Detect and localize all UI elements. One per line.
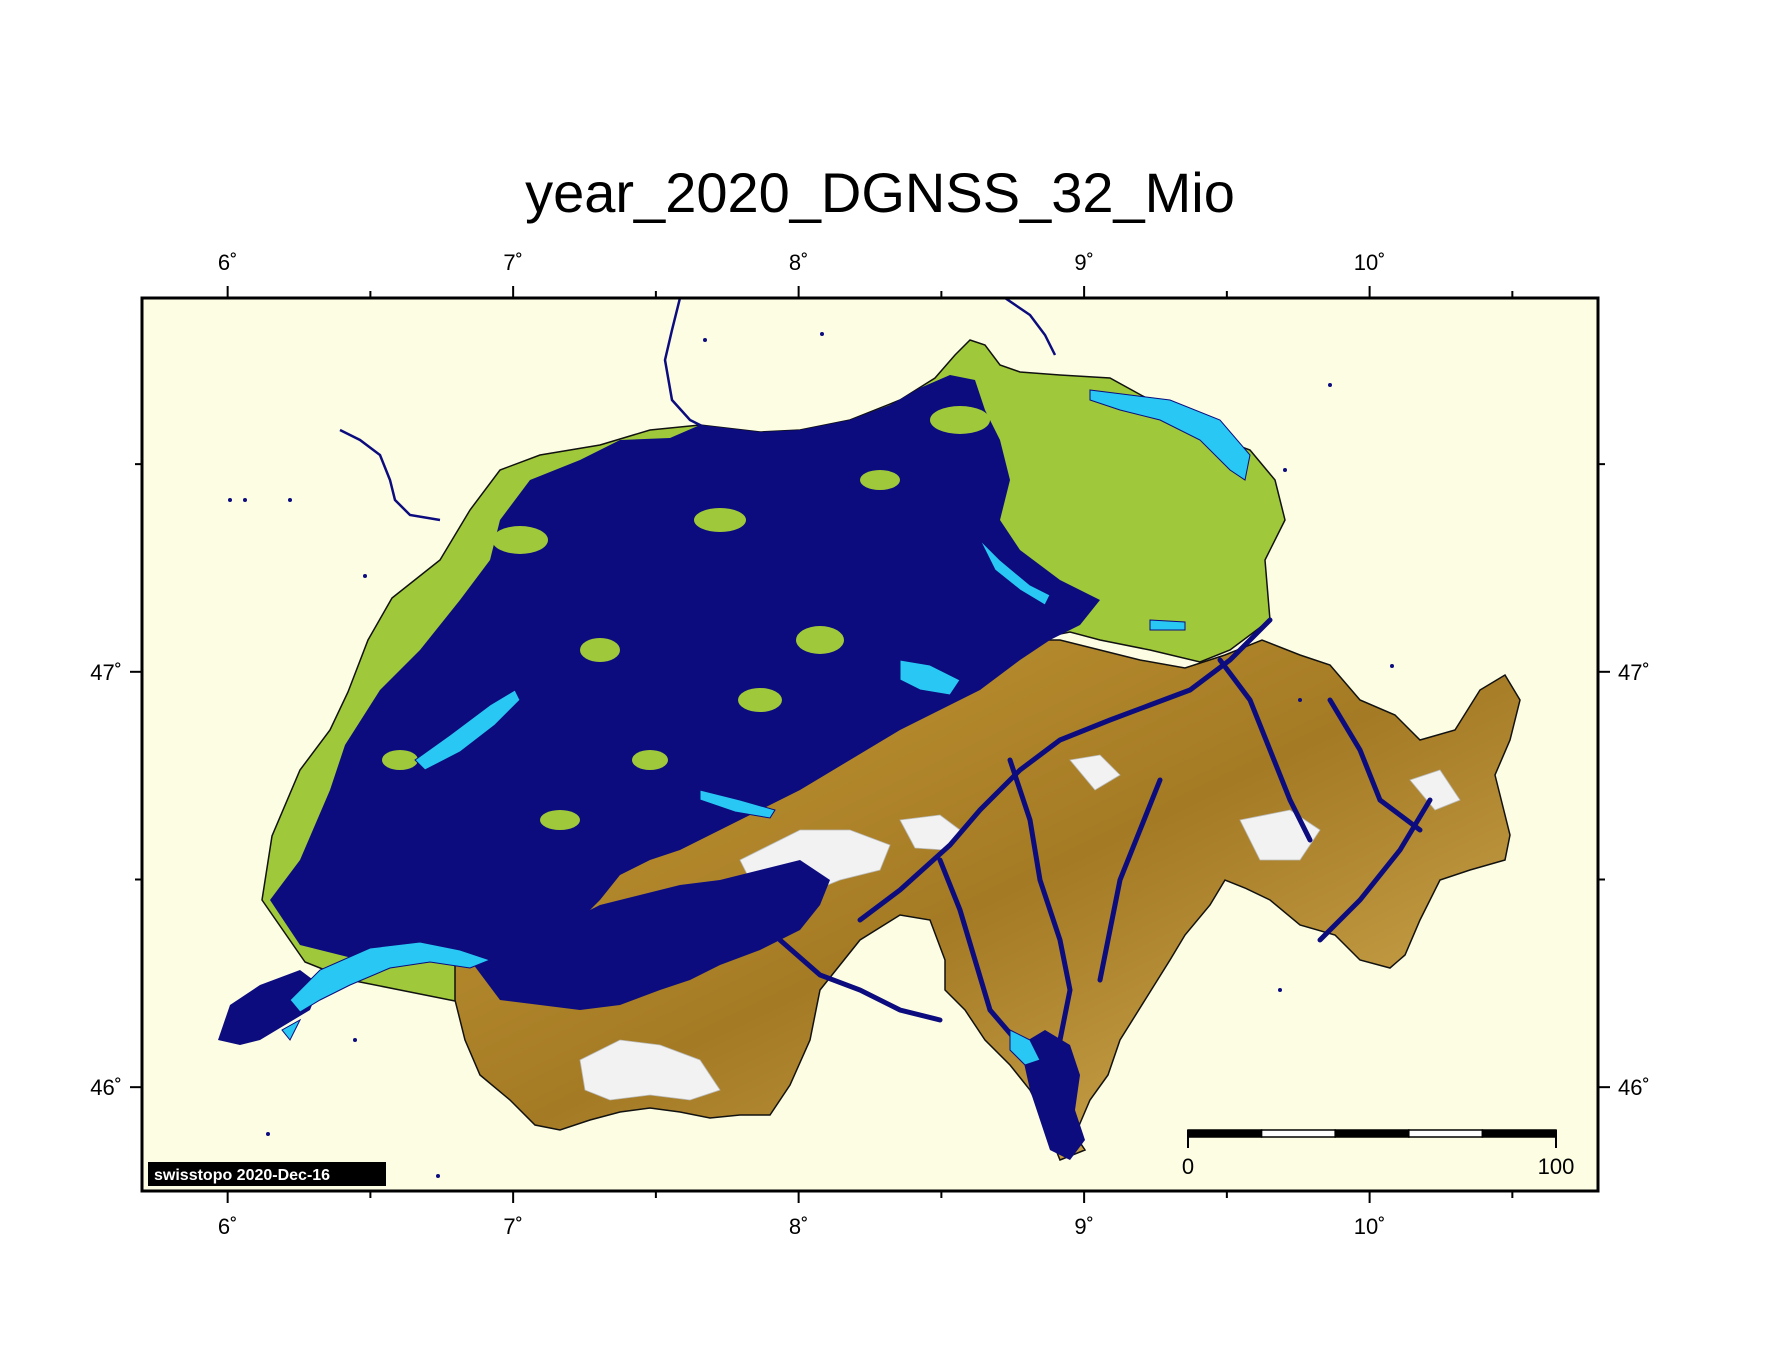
gnss-coverage-geneva bbox=[218, 970, 320, 1045]
outlier-points bbox=[228, 332, 1394, 1178]
rhine-river bbox=[339, 298, 1057, 522]
coverage-gaps bbox=[382, 406, 1130, 830]
river-network bbox=[777, 617, 1433, 1048]
lon-label-bottom: 8˚ bbox=[789, 1214, 809, 1239]
map-frame bbox=[140, 296, 1600, 1193]
lon-label-bottom: 10˚ bbox=[1354, 1214, 1386, 1239]
lake-neuchatel bbox=[414, 689, 521, 771]
scale-bar-end-label: 100 bbox=[1538, 1154, 1575, 1179]
map-title: year_2020_DGNSS_32_Mio bbox=[525, 161, 1235, 224]
scale-bar-segment bbox=[1187, 1129, 1263, 1138]
lon-label-top: 7˚ bbox=[503, 250, 523, 275]
map-content bbox=[218, 298, 1521, 1178]
lon-label-bottom: 9˚ bbox=[1074, 1214, 1094, 1239]
lake-constance bbox=[1089, 389, 1251, 481]
lakes bbox=[281, 389, 1251, 1066]
lake-zurich bbox=[979, 539, 1051, 606]
lat-label-left: 47˚ bbox=[90, 660, 122, 685]
lon-label-top: 10˚ bbox=[1354, 250, 1386, 275]
lat-label-right: 47˚ bbox=[1618, 660, 1650, 685]
scale-bar-segment bbox=[1408, 1129, 1484, 1138]
lake-geneva bbox=[289, 941, 492, 1013]
scale-bar-segments bbox=[1187, 1129, 1557, 1148]
scale-bar-segment bbox=[1334, 1129, 1410, 1138]
lake-walensee bbox=[1149, 619, 1186, 631]
scale-bar: 0 100 bbox=[1182, 1129, 1575, 1179]
lake-neuchatel-west bbox=[281, 1018, 302, 1041]
scale-bar-start-label: 0 bbox=[1182, 1154, 1194, 1179]
lat-label-left: 46˚ bbox=[90, 1075, 122, 1100]
lon-label-bottom: 6˚ bbox=[218, 1214, 238, 1239]
lon-label-top: 8˚ bbox=[789, 250, 809, 275]
lon-label-top: 6˚ bbox=[218, 250, 238, 275]
gnss-coverage-north bbox=[270, 375, 1100, 960]
scale-bar-segment bbox=[1260, 1129, 1336, 1138]
lat-label-right: 46˚ bbox=[1618, 1075, 1650, 1100]
lake-thun-brienz bbox=[699, 789, 776, 819]
scale-bar-segment bbox=[1481, 1129, 1557, 1138]
credit-text: swisstopo 2020-Dec-16 bbox=[154, 1167, 330, 1184]
lon-label-top: 9˚ bbox=[1074, 250, 1094, 275]
lake-maggiore bbox=[1009, 1029, 1041, 1066]
lake-lucerne bbox=[899, 659, 961, 696]
lon-label-bottom: 7˚ bbox=[503, 1214, 523, 1239]
gnss-coverage-ticino bbox=[1020, 1030, 1085, 1160]
credit-box: swisstopo 2020-Dec-16 bbox=[148, 1162, 386, 1186]
gnss-coverage-valais bbox=[470, 860, 830, 1010]
axis-ticks: 6˚ 6˚ 7˚ 7˚ 8˚ 8˚ 9˚ 9˚ 10˚ 10˚ 47˚ 47˚ 46˚ 46˚ bbox=[90, 250, 1650, 1239]
